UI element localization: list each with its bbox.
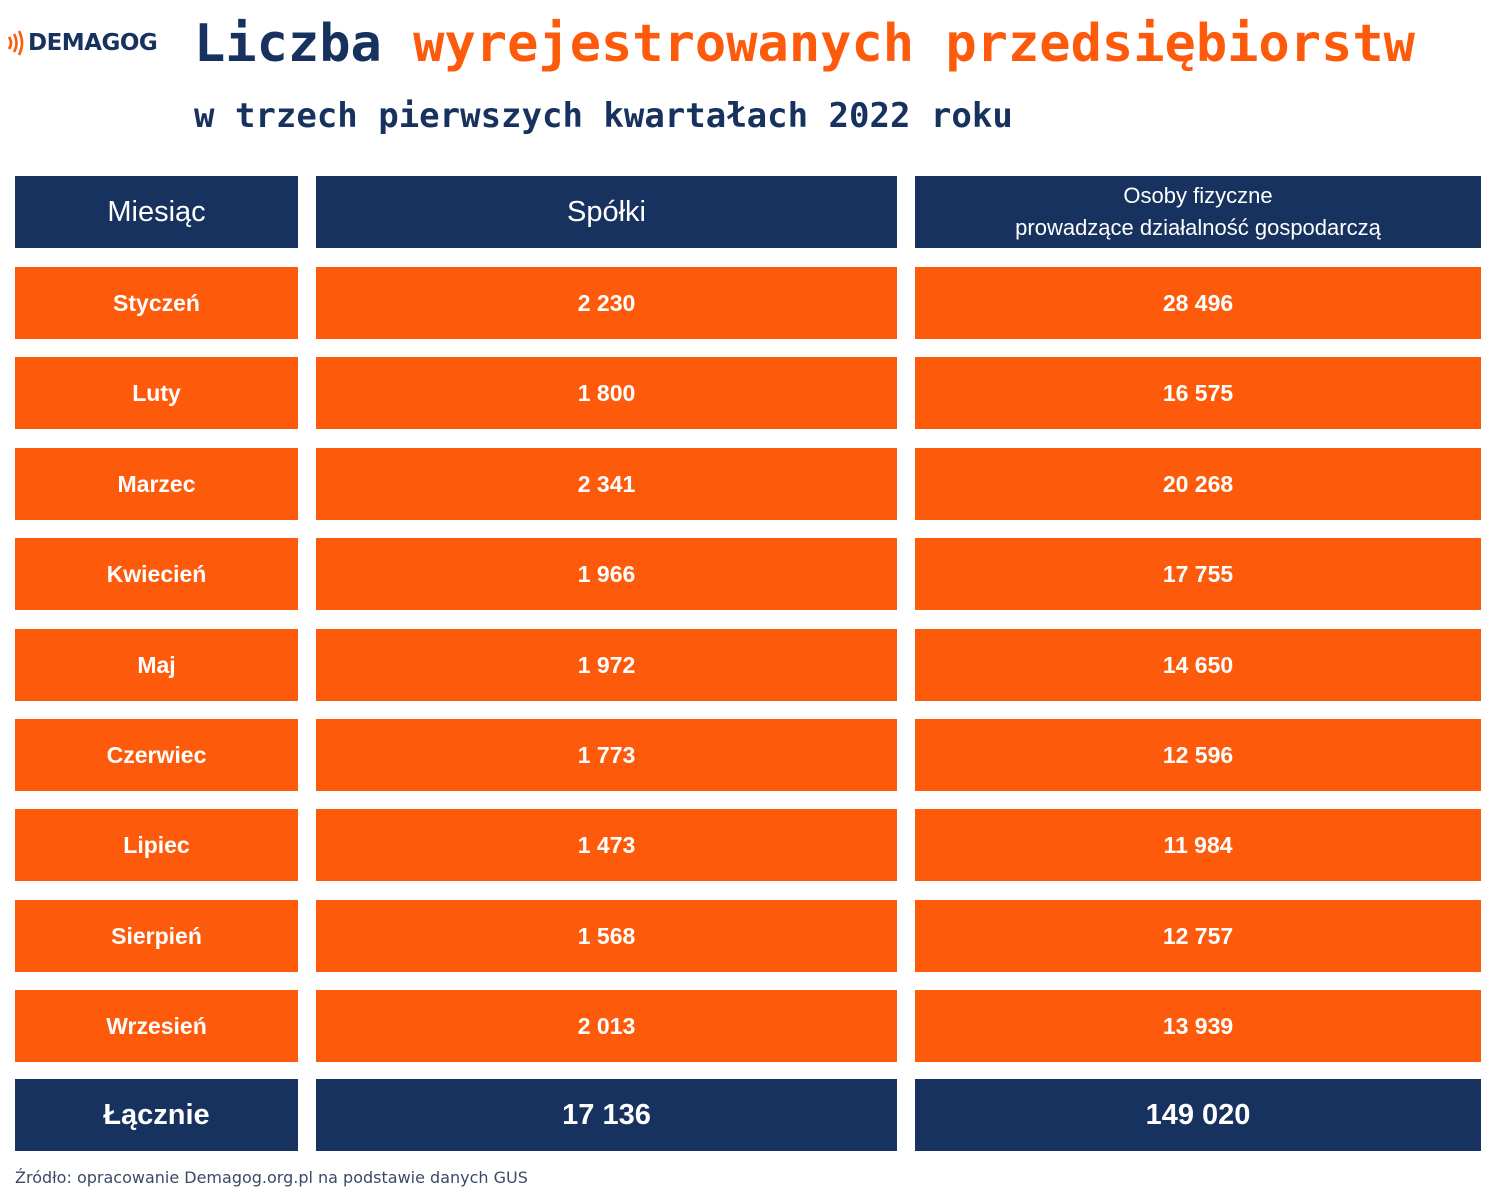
cell-text-individuals: 16 575 [1162,379,1234,406]
title-part1: Liczba [194,14,414,74]
table-cell-month: Sierpień [15,900,298,972]
table-cell-individuals: 12 596 [915,719,1481,791]
chart-subtitle: w trzech pierwszych kwartałach 2022 roku [194,96,1013,136]
header-month-label: Miesiąc [107,195,206,228]
title-part2: wyrejestrowanych przedsiębiorstw [413,14,1415,74]
cell-text-month: Maj [137,651,176,678]
header-individuals-line2: prowadzące działalność gospodarczą [1015,215,1381,240]
table-cell-companies: 1 773 [316,719,897,791]
cell-text-month: Sierpień [111,922,202,949]
cell-text-month: Wrzesień [106,1012,207,1039]
table-cell-month: Czerwiec [15,719,298,791]
table-cell-companies: 1 473 [316,809,897,881]
cell-text-month: Luty [132,379,181,406]
logo: DEMAGOG [6,26,158,60]
header-companies: Spółki [316,176,897,248]
cell-text-companies: 1 966 [577,560,636,587]
cell-text-companies: 2 341 [577,470,636,497]
chart-title: Liczba wyrejestrowanych przedsiębiorstw [194,14,1415,74]
cell-text-individuals: 12 757 [1162,922,1234,949]
cell-text-companies: 2 230 [577,289,636,316]
table-cell-companies: 2 013 [316,990,897,1062]
cell-text-month: Kwiecień [106,560,207,587]
table-cell-companies: 1 800 [316,357,897,429]
table-cell-individuals: 13 939 [915,990,1481,1062]
cell-text-month: Marzec [117,470,196,497]
table-cell-individuals: 11 984 [915,809,1481,881]
table-cell-companies: 2 230 [316,267,897,339]
table-cell-individuals: 17 755 [915,538,1481,610]
cell-text-companies: 1 568 [577,922,636,949]
table-cell-month: Marzec [15,448,298,520]
cell-text-month: Czerwiec [106,741,207,768]
table-cell-companies: 1 568 [316,900,897,972]
table-cell-month: Maj [15,629,298,701]
source-note: Źródło: opracowanie Demagog.org.pl na po… [15,1168,528,1187]
cell-text-individuals: 11 984 [1163,831,1233,858]
cell-text-individuals: 17 755 [1162,560,1234,587]
total-label-text: Łącznie [103,1098,210,1131]
header-individuals: Osoby fizyczne prowadzące działalność go… [915,176,1481,248]
cell-text-companies: 1 773 [577,741,636,768]
table-cell-individuals: 20 268 [915,448,1481,520]
cell-text-companies: 1 473 [577,831,636,858]
cell-text-companies: 1 800 [577,379,636,406]
total-individuals-value: 149 020 [1145,1098,1251,1131]
logo-text: DEMAGOG [28,30,158,56]
table-cell-month: Kwiecień [15,538,298,610]
cell-text-month: Styczeń [113,289,200,316]
total-label: Łącznie [15,1079,298,1151]
cell-text-individuals: 20 268 [1162,470,1234,497]
cell-text-individuals: 13 939 [1162,1012,1234,1039]
header-individuals-line1: Osoby fizyczne [1123,183,1273,208]
header-month: Miesiąc [15,176,298,248]
table-cell-companies: 1 972 [316,629,897,701]
table-cell-month: Lipiec [15,809,298,881]
table-cell-month: Luty [15,357,298,429]
total-companies-value: 17 136 [562,1098,651,1131]
table-cell-individuals: 12 757 [915,900,1481,972]
cell-text-companies: 2 013 [577,1012,636,1039]
table-cell-companies: 2 341 [316,448,897,520]
table-cell-individuals: 14 650 [915,629,1481,701]
table-cell-individuals: 16 575 [915,357,1481,429]
table-cell-month: Styczeń [15,267,298,339]
table-cell-individuals: 28 496 [915,267,1481,339]
cell-text-month: Lipiec [123,831,190,858]
cell-text-individuals: 12 596 [1162,741,1234,768]
cell-text-companies: 1 972 [577,651,636,678]
cell-text-individuals: 14 650 [1162,651,1234,678]
header-companies-label: Spółki [567,195,646,228]
total-companies: 17 136 [316,1079,897,1151]
table-cell-month: Wrzesień [15,990,298,1062]
sound-waves-icon [7,30,24,56]
cell-text-individuals: 28 496 [1162,289,1234,316]
table-cell-companies: 1 966 [316,538,897,610]
total-individuals: 149 020 [915,1079,1481,1151]
